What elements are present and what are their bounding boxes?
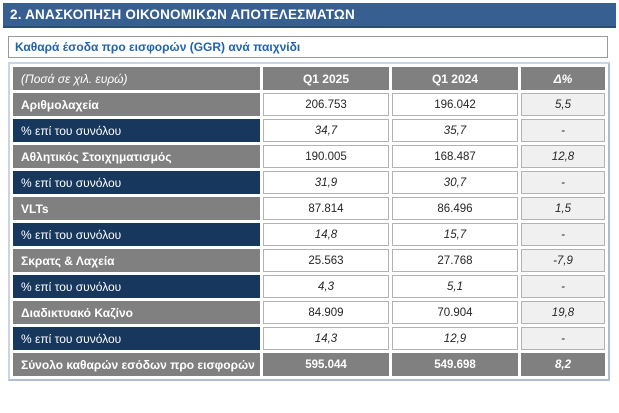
table-title: Καθαρά έσοδα προ εισφορών (GGR) ανά παιχ…	[15, 40, 301, 54]
row-label: % επί του συνόλου	[13, 171, 260, 194]
value-q1-2024: 549.698	[392, 353, 518, 376]
table-title-box: Καθαρά έσοδα προ εισφορών (GGR) ανά παιχ…	[8, 36, 608, 58]
table-total-row: Σύνολο καθαρών εσόδων προ εισφορών 595.0…	[13, 353, 605, 376]
value-q1-2025: 31,9	[263, 171, 389, 194]
table-row: % επί του συνόλου 14,8 15,7 -	[13, 223, 605, 246]
table-row: % επί του συνόλου 31,9 30,7 -	[13, 171, 605, 194]
value-q1-2024: 12,9	[392, 327, 518, 350]
ggr-table-container: (Ποσά σε χιλ. ευρώ) Q1 2025 Q1 2024 Δ% Α…	[8, 62, 610, 381]
table-row: Αθλητικός Στοιχηματισμός 190.005 168.487…	[13, 145, 605, 168]
column-header-q1-2025: Q1 2025	[263, 67, 389, 90]
row-label: % επί του συνόλου	[13, 119, 260, 142]
value-q1-2024: 15,7	[392, 223, 518, 246]
value-delta: -	[521, 223, 605, 246]
value-delta: -	[521, 275, 605, 298]
row-label: Διαδικτυακό Καζίνο	[13, 301, 260, 324]
value-delta: -7,9	[521, 249, 605, 272]
value-q1-2024: 196.042	[392, 93, 518, 116]
value-q1-2025: 4,3	[263, 275, 389, 298]
value-q1-2024: 86.496	[392, 197, 518, 220]
row-label: % επί του συνόλου	[13, 327, 260, 350]
value-q1-2024: 35,7	[392, 119, 518, 142]
value-q1-2025: 595.044	[263, 353, 389, 376]
table-row: % επί του συνόλου 14,3 12,9 -	[13, 327, 605, 350]
value-delta: -	[521, 119, 605, 142]
value-q1-2025: 206.753	[263, 93, 389, 116]
row-label: % επί του συνόλου	[13, 275, 260, 298]
section-header: 2. ΑΝΑΣΚΟΠΗΣΗ ΟΙΚΟΝΟΜΙΚΩΝ ΑΠΟΤΕΛΕΣΜΑΤΩΝ	[3, 3, 616, 28]
value-delta: -	[521, 327, 605, 350]
column-header-delta: Δ%	[521, 67, 605, 90]
value-q1-2025: 25.563	[263, 249, 389, 272]
table-row: % επί του συνόλου 34,7 35,7 -	[13, 119, 605, 142]
table-row: % επί του συνόλου 4,3 5,1 -	[13, 275, 605, 298]
ggr-table: (Ποσά σε χιλ. ευρώ) Q1 2025 Q1 2024 Δ% Α…	[10, 64, 608, 379]
row-label: Σκρατς & Λαχεία	[13, 249, 260, 272]
value-q1-2024: 70.904	[392, 301, 518, 324]
row-label: VLTs	[13, 197, 260, 220]
value-delta: 8,2	[521, 353, 605, 376]
value-q1-2024: 30,7	[392, 171, 518, 194]
table-row: Διαδικτυακό Καζίνο 84.909 70.904 19,8	[13, 301, 605, 324]
value-q1-2025: 84.909	[263, 301, 389, 324]
row-label: Αθλητικός Στοιχηματισμός	[13, 145, 260, 168]
value-q1-2025: 14,3	[263, 327, 389, 350]
value-delta: 12,8	[521, 145, 605, 168]
column-header-q1-2024: Q1 2024	[392, 67, 518, 90]
row-label: Αριθμολαχεία	[13, 93, 260, 116]
row-label: % επί του συνόλου	[13, 223, 260, 246]
value-q1-2025: 87.814	[263, 197, 389, 220]
value-delta: 1,5	[521, 197, 605, 220]
table-row: VLTs 87.814 86.496 1,5	[13, 197, 605, 220]
value-q1-2024: 5,1	[392, 275, 518, 298]
value-delta: 19,8	[521, 301, 605, 324]
table-row: Αριθμολαχεία 206.753 196.042 5,5	[13, 93, 605, 116]
value-q1-2025: 190.005	[263, 145, 389, 168]
value-q1-2024: 27.768	[392, 249, 518, 272]
header-row: (Ποσά σε χιλ. ευρώ) Q1 2025 Q1 2024 Δ%	[13, 67, 605, 90]
column-header-units: (Ποσά σε χιλ. ευρώ)	[13, 67, 260, 90]
value-delta: -	[521, 171, 605, 194]
value-q1-2025: 14,8	[263, 223, 389, 246]
value-q1-2024: 168.487	[392, 145, 518, 168]
row-label: Σύνολο καθαρών εσόδων προ εισφορών	[13, 353, 260, 376]
table-row: Σκρατς & Λαχεία 25.563 27.768 -7,9	[13, 249, 605, 272]
value-delta: 5,5	[521, 93, 605, 116]
value-q1-2025: 34,7	[263, 119, 389, 142]
